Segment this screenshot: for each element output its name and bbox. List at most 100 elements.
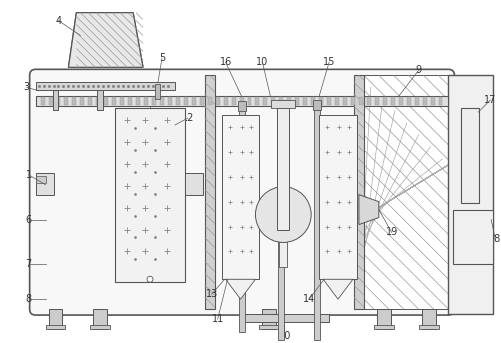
Bar — [221, 115, 259, 279]
Bar — [358, 75, 447, 309]
Polygon shape — [323, 279, 352, 299]
Text: 13: 13 — [205, 289, 217, 299]
Bar — [41, 97, 45, 105]
Bar — [144, 97, 148, 105]
Text: 18: 18 — [488, 235, 500, 245]
Bar — [112, 97, 116, 105]
Bar — [278, 106, 284, 340]
Bar — [259, 325, 279, 329]
Bar — [358, 97, 362, 105]
Bar — [175, 97, 179, 105]
Bar — [155, 84, 160, 99]
Bar — [279, 243, 287, 267]
Bar — [460, 108, 478, 203]
Bar — [438, 97, 441, 105]
Bar — [295, 97, 299, 105]
Bar — [303, 97, 307, 105]
Bar — [128, 97, 132, 105]
Polygon shape — [68, 13, 143, 67]
FancyBboxPatch shape — [30, 69, 453, 315]
Polygon shape — [225, 279, 255, 299]
Text: 7: 7 — [26, 259, 32, 269]
Bar — [223, 97, 227, 105]
Bar — [80, 97, 84, 105]
Bar — [313, 100, 321, 110]
Bar — [277, 100, 285, 110]
Bar — [334, 97, 338, 105]
Bar — [342, 97, 346, 105]
Text: 11: 11 — [211, 314, 223, 324]
Bar — [46, 325, 65, 329]
Bar — [327, 97, 331, 105]
Bar — [204, 75, 214, 309]
Bar — [271, 97, 275, 105]
Bar — [263, 97, 267, 105]
Text: 17: 17 — [483, 95, 495, 105]
Bar — [287, 97, 291, 105]
Bar — [414, 97, 418, 105]
Bar — [115, 108, 184, 282]
Bar — [376, 309, 390, 329]
Text: 12: 12 — [181, 113, 193, 123]
Text: 20: 20 — [278, 331, 290, 341]
Polygon shape — [358, 195, 378, 225]
Bar — [183, 97, 187, 105]
Bar — [53, 90, 59, 110]
Bar — [231, 97, 235, 105]
Bar — [207, 97, 211, 105]
Text: 4: 4 — [55, 15, 62, 26]
Bar — [390, 97, 394, 105]
Bar — [418, 325, 438, 329]
Bar — [452, 210, 492, 264]
Text: 15: 15 — [322, 57, 335, 67]
Bar — [160, 97, 164, 105]
Bar — [311, 97, 315, 105]
Bar — [447, 75, 492, 314]
Bar — [36, 96, 447, 106]
Bar — [421, 309, 435, 329]
Bar — [36, 173, 54, 195]
Bar — [279, 97, 283, 105]
Bar — [366, 97, 370, 105]
Bar — [374, 97, 378, 105]
Text: 19: 19 — [385, 227, 397, 237]
Text: 8: 8 — [26, 294, 32, 304]
Bar — [184, 173, 202, 195]
Bar — [57, 97, 60, 105]
Bar — [314, 106, 320, 340]
Bar — [382, 97, 386, 105]
Bar — [239, 97, 243, 105]
Bar — [373, 325, 393, 329]
Bar — [238, 106, 244, 332]
Bar — [406, 97, 410, 105]
Bar — [104, 97, 108, 105]
Text: 6: 6 — [26, 215, 32, 225]
Bar — [167, 97, 171, 105]
Bar — [96, 97, 100, 105]
Bar — [262, 309, 276, 329]
Text: 14: 14 — [303, 294, 315, 304]
Bar — [199, 97, 203, 105]
Bar — [72, 97, 76, 105]
Text: 5: 5 — [158, 54, 165, 63]
Circle shape — [255, 187, 311, 243]
Bar — [97, 90, 103, 110]
Bar — [90, 325, 110, 329]
Text: 3: 3 — [24, 82, 30, 92]
Bar — [191, 97, 195, 105]
Bar — [319, 97, 323, 105]
Bar — [93, 309, 107, 329]
Bar — [277, 108, 289, 229]
Bar — [215, 97, 219, 105]
Bar — [36, 176, 46, 183]
Bar — [88, 97, 92, 105]
Bar — [49, 309, 62, 329]
Bar — [319, 115, 356, 279]
Bar — [271, 100, 295, 108]
Bar — [430, 97, 434, 105]
Bar — [120, 97, 124, 105]
Bar — [152, 97, 156, 105]
Bar — [237, 101, 245, 111]
Text: 9: 9 — [415, 65, 421, 75]
Bar — [422, 97, 426, 105]
